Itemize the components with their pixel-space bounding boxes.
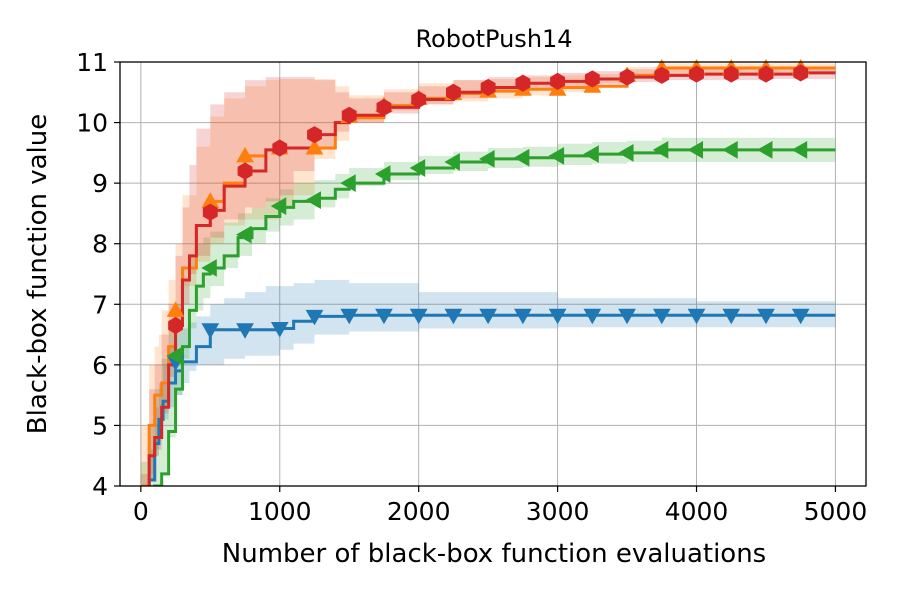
data-point-marker (340, 174, 356, 193)
data-point-marker (793, 64, 809, 82)
data-point-marker (444, 308, 463, 325)
data-point-marker (201, 323, 220, 339)
data-point-marker (583, 308, 602, 325)
data-point-marker (270, 197, 287, 216)
data-point-marker (618, 143, 634, 162)
data-point-marker (513, 148, 530, 167)
x-tick-label: 2000 (387, 497, 451, 526)
data-point-marker (166, 301, 185, 317)
data-point-marker (514, 308, 532, 325)
data-point-marker (305, 139, 324, 155)
data-point-marker (305, 191, 321, 209)
data-point-marker (376, 98, 392, 117)
data-point-marker (652, 140, 669, 159)
y-axis-label: Black-box function value (23, 114, 53, 434)
data-point-marker (409, 159, 426, 177)
data-point-marker (722, 140, 738, 159)
data-point-marker (201, 259, 217, 277)
data-point-marker (272, 139, 288, 157)
data-point-marker (548, 308, 567, 325)
data-point-marker (480, 78, 496, 97)
series-markers-1 (166, 308, 810, 371)
data-point-marker (236, 323, 254, 339)
y-tick-label: 10 (76, 109, 108, 138)
data-point-marker (757, 308, 775, 325)
data-point-marker (652, 308, 671, 325)
y-tick-label: 8 (92, 230, 108, 259)
data-point-marker (341, 106, 357, 124)
plot-frame (119, 61, 867, 487)
x-tick-label: 4000 (665, 497, 729, 526)
data-point-marker (723, 65, 739, 83)
data-point-marker (305, 309, 324, 326)
data-point-marker (583, 145, 599, 163)
data-point-marker (409, 308, 428, 325)
series-markers-4 (168, 64, 809, 335)
data-point-marker (411, 90, 427, 109)
data-point-marker (236, 146, 254, 163)
data-point-marker (202, 203, 218, 221)
y-tick-label: 5 (92, 411, 108, 440)
data-point-marker (236, 225, 252, 244)
x-tick-label: 3000 (526, 497, 590, 526)
data-point-marker (515, 74, 531, 92)
series-line-1 (147, 313, 836, 486)
data-point-marker (479, 308, 497, 325)
confidence-band-1 (140, 280, 836, 486)
data-point-marker (444, 153, 460, 171)
data-point-marker (791, 140, 808, 159)
data-point-marker (340, 308, 359, 325)
chart-title: RobotPush14 (415, 25, 572, 53)
x-axis-label: Number of black-box function evaluations (222, 539, 766, 569)
data-point-marker (687, 308, 706, 325)
y-tick-label: 6 (92, 351, 108, 380)
data-point-marker (307, 126, 322, 144)
data-point-marker (375, 308, 393, 325)
data-point-marker (584, 70, 600, 88)
data-point-marker (548, 147, 565, 165)
data-point-marker (722, 308, 741, 325)
y-axis: 4 5 6 7 8 9 10 11 (76, 48, 120, 501)
x-tick-label: 5000 (804, 497, 868, 526)
x-tick-label: 1000 (248, 497, 312, 526)
y-tick-label: 7 (92, 290, 108, 319)
x-axis: 0 1000 2000 3000 4000 5000 (133, 486, 867, 526)
data-point-marker (479, 150, 495, 168)
data-point-marker (758, 65, 774, 83)
y-tick-label: 4 (92, 472, 108, 501)
series-markers-3 (166, 140, 808, 365)
data-point-marker (618, 308, 636, 325)
data-point-marker (654, 66, 670, 84)
data-point-marker (237, 162, 253, 180)
data-point-marker (689, 65, 704, 83)
confidence-bands (140, 63, 836, 486)
series-markers (166, 59, 810, 371)
data-point-marker (687, 140, 704, 159)
x-tick-label: 0 (133, 497, 149, 526)
data-point-marker (445, 83, 461, 101)
data-point-marker (166, 346, 183, 365)
data-point-marker (619, 68, 635, 86)
data-point-marker (374, 165, 391, 183)
data-point-marker (791, 308, 810, 325)
data-point-marker (756, 140, 773, 159)
data-point-marker (270, 322, 289, 338)
y-tick-label: 9 (92, 169, 108, 198)
y-tick-label: 11 (76, 48, 108, 77)
data-point-marker (168, 316, 183, 335)
data-point-marker (550, 72, 566, 90)
confidence-band-4 (140, 66, 836, 486)
